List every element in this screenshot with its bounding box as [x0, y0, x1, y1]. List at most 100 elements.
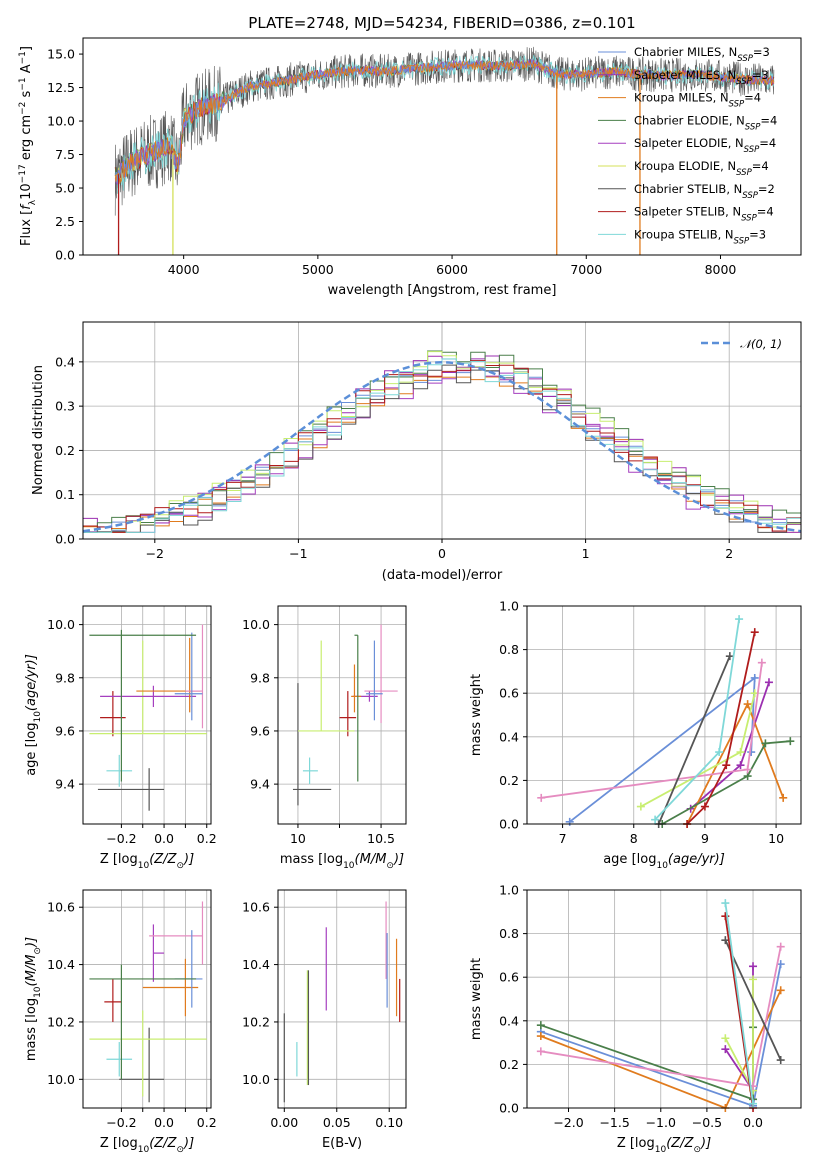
spectrum-ylabel-part: erg cm: [19, 115, 34, 164]
legend-label-sub: SSP: [745, 122, 761, 132]
panel-ytick-label: 9.4: [55, 777, 75, 792]
panel-xlabel: Z [log10(Z/Z⊙)]: [617, 1136, 711, 1155]
spectrum-ytick-label: 15.0: [47, 47, 75, 62]
panel-xlabel-part: age [log: [603, 852, 656, 867]
weight-marker: [715, 748, 724, 757]
panel-xlabel-part: 10: [138, 861, 150, 871]
legend-label: Chabrier ELODIE, NSSP=4: [634, 113, 777, 132]
residuals-ytick-label: 0.0: [55, 532, 75, 547]
residuals-xtick-label: −1: [289, 546, 307, 561]
weight-marker: [786, 737, 795, 746]
legend-label-sub: SSP: [729, 100, 745, 110]
spectrum-xtick-label: 8000: [705, 262, 737, 277]
legend-label-tail: =4: [752, 159, 769, 173]
panel-xlabel: E(B-V): [322, 1136, 362, 1151]
spectrum-ylabel-part: −1: [18, 51, 28, 64]
legend-label-tail: =3: [752, 68, 769, 82]
legend-label-tail: =4: [757, 205, 774, 219]
panel-xtick-label: −1.0: [646, 1115, 676, 1130]
mass-vs-EBV-panel: 0.00 0.05 0.10 10.0 10.2 10.4 10.6 E(B-V): [242, 889, 407, 1151]
legend-label-tail: =3: [749, 227, 766, 241]
weight-marker: [750, 628, 759, 637]
panel-ytick-label: 9.8: [250, 670, 270, 685]
panel-ytick-label: 9.6: [55, 723, 75, 738]
panel-xtick-label: 0.0: [154, 1115, 174, 1130]
legend-label-main: Kroupa STELIB, N: [634, 227, 734, 241]
panel-axes-frame: [277, 889, 407, 1109]
weight-marker: [743, 765, 752, 774]
legend-label: Kroupa MILES, NSSP=4: [634, 91, 761, 110]
legend-label: Salpeter STELIB, NSSP=4: [634, 205, 774, 224]
panel-xtick-label: 0.00: [270, 1115, 298, 1130]
spectrum-title: PLATE=2748, MJD=54234, FIBERID=0386, z=0…: [248, 14, 635, 32]
panel-marks: [283, 901, 401, 1103]
panel-xtick-label: 10: [290, 831, 306, 846]
panel-ytick-label: 9.6: [250, 723, 270, 738]
spectrum-xlabel: wavelength [Angstrom, rest frame]: [328, 283, 557, 298]
panel-xlabel-part: 10: [138, 1145, 150, 1155]
panel-xtick-label: 9: [701, 831, 709, 846]
legend-label-main: Salpeter STELIB, N: [634, 205, 741, 219]
residuals-ytick-label: 0.4: [55, 354, 75, 369]
panel-xlabel: age [log10(age/yr)]: [603, 852, 725, 871]
legend-label-main: Salpeter MILES, N: [634, 68, 736, 82]
weight-marker: [722, 761, 731, 770]
panel-xlabel-part: )]: [393, 852, 404, 867]
spectrum-ylabel-part: −2: [18, 102, 28, 115]
weight-line: [657, 655, 731, 825]
panel-marks: [89, 901, 207, 1103]
weight-marker: [761, 739, 770, 748]
small-panels: −0.2 0.0 0.29.49.69.810.0Z [log10(Z/Z⊙)]ag…: [24, 599, 802, 1155]
legend-label-tail: =3: [753, 45, 770, 59]
weight-marker: [536, 1021, 545, 1030]
weight-marker: [735, 615, 744, 624]
panel-xlabel-part: mass [log: [280, 852, 343, 867]
panel-ylabel: mass [log10(M/M⊙)]: [24, 937, 43, 1061]
panel-axes-frame: [277, 605, 407, 825]
legend-label-main: Chabrier MILES, N: [634, 45, 737, 59]
spectrum-ylabel-part: s: [19, 90, 34, 101]
legend-label-main: Kroupa MILES, N: [634, 91, 729, 105]
residuals-legend: 𝒩(0, 1): [701, 337, 782, 351]
spectrum-xtick-label: 7000: [570, 262, 602, 277]
legend-label: Chabrier STELIB, NSSP=2: [634, 182, 775, 201]
panel-xlabel-part: ⊙: [693, 1145, 701, 1155]
panel-xtick-label: 0.10: [375, 1115, 403, 1130]
panel-xlabel-part: 10: [343, 861, 355, 871]
spectrum-ytick-label: 0.0: [55, 248, 75, 263]
spectrum-line: [114, 46, 775, 216]
weight-marker: [779, 793, 788, 802]
legend-label-sub: SSP: [736, 77, 752, 87]
weight-line: [724, 939, 782, 1061]
weight-marker: [636, 802, 645, 811]
weight-line: [661, 740, 791, 825]
weight-line: [686, 632, 756, 825]
panel-xlabel-part: (Z/Z: [666, 1136, 694, 1151]
legend-label-tail: =4: [760, 113, 777, 127]
panel-xlabel-part: Z [log: [100, 1136, 138, 1151]
panel-xtick-label: 0.0: [154, 831, 174, 846]
panel-ytick-label: 0.4: [499, 729, 519, 744]
weight-marker: [776, 942, 785, 951]
spectrum-xtick-label: 4000: [168, 262, 200, 277]
panel-ytick-label: 0.0: [499, 817, 519, 832]
spectrum-ytick-label: 2.5: [55, 214, 75, 229]
legend-label-main: Chabrier ELODIE, N: [634, 113, 745, 127]
panel-ylabel-part: 10: [33, 986, 43, 998]
weight-marker: [700, 802, 709, 811]
legend-label: Chabrier MILES, NSSP=3: [634, 45, 770, 64]
spectrum-panel: 4000 5000 6000 7000 8000 0.0 2.5 5.0 7.5 10.0 12.5…: [18, 14, 802, 298]
panel-ytick-label: 10.0: [47, 617, 75, 632]
panel-axes-frame: [82, 605, 212, 825]
panel-ytick-label: 10.6: [242, 900, 270, 915]
panel-ytick-label: 1.0: [499, 599, 519, 614]
panel-xlabel-part: Z [log: [617, 1136, 655, 1151]
weight-marker: [537, 793, 546, 802]
weight-marker: [721, 899, 730, 908]
weight-marker: [776, 1056, 785, 1065]
residuals-xlabel: (data-model)/error: [382, 568, 503, 583]
residuals-hist: [83, 351, 801, 533]
panel-ytick-label: 10.0: [47, 1072, 75, 1087]
panel-ytick-label: 10.4: [47, 957, 75, 972]
